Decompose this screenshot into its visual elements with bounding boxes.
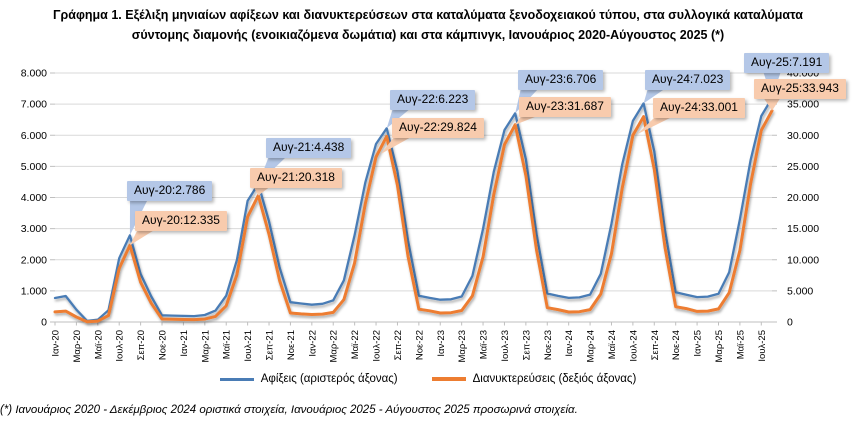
x-axis-label: Νοε-24 [671,330,682,360]
callout-overnights-aug-20: Αυγ-20:12.335 [135,211,227,231]
x-axis-label: Μαϊ-24 [607,330,618,359]
chart-title-line2: σύντομης διαμονής (ενοικιαζόμενα δωμάτια… [131,28,725,42]
x-axis-label: Μαρ-22 [329,330,340,363]
callout-label: Αυγ-25:33.943 [761,81,839,95]
right-axis-label: 10.000 [787,254,819,266]
right-axis-label: 0 [787,317,793,329]
x-axis-label: Ιουλ-22 [372,330,383,362]
callout-tail [253,186,271,196]
callout-tail [643,88,666,104]
x-axis-label: Νοε-22 [414,330,425,360]
callout-tail [380,136,413,154]
legend-item-arrivals: Αφίξεις (αριστερός άξονας) [219,373,398,385]
right-axis-label: 5.000 [787,285,813,297]
callout-label: Αυγ-22:6.223 [397,92,469,106]
x-axis-label: Μαϊ-20 [93,330,104,359]
left-axis-label: 3.000 [21,223,47,235]
x-axis-label: Μαϊ-23 [479,330,490,359]
x-axis-label: Ιαν-24 [564,330,575,357]
callout-tail [515,115,540,125]
left-axis-label: 2.000 [21,254,47,266]
legend: Αφίξεις (αριστερός άξονας) Διανυκτερεύσε… [0,373,856,385]
left-axis-label: 0 [41,317,47,329]
chart-title-line1: Γράφημα 1. Εξέλιξη μηνιαίων αφίξεων και … [53,8,803,22]
callout-arrivals-aug-25: Αυγ-25:7.191 [744,53,830,73]
left-axis-label: 5.000 [21,161,47,173]
x-axis-label: Μαϊ-21 [222,330,233,359]
callout-arrivals-aug-21: Αυγ-21:4.438 [266,138,352,158]
callout-label: Αυγ-23:6.706 [525,72,597,86]
x-axis-label: Μαϊ-22 [350,330,361,359]
callout-overnights-aug-22: Αυγ-22:29.824 [392,118,484,138]
callout-overnights-aug-25: Αυγ-25:33.943 [754,79,846,99]
legend-item-overnights: Διανυκτερεύσεις (δεξιός άξονας) [431,373,637,385]
x-axis-label: Ιουλ-23 [500,330,511,362]
left-axis-label: 6.000 [21,130,47,142]
x-axis-label: Νοε-23 [543,330,554,360]
x-axis-label: Ιαν-22 [307,330,318,357]
callout-overnights-aug-23: Αυγ-23:31.687 [519,97,611,117]
callout-overnights-aug-24: Αυγ-24:33.001 [653,98,745,118]
callout-label: Αυγ-21:20.318 [257,170,335,184]
legend-label-overnights: Διανυκτερεύσεις (δεξιός άξονας) [472,373,637,385]
x-axis-label: Μαρ-20 [72,330,83,363]
callout-arrivals-aug-23: Αυγ-23:6.706 [518,70,604,90]
left-axis-label: 1.000 [21,285,47,297]
callout-label: Αυγ-22:29.824 [399,120,477,134]
chart-title: Γράφημα 1. Εξέλιξη μηνιαίων αφίξεων και … [0,5,856,45]
x-axis-label: Νοε-21 [286,330,297,360]
left-axis-label: 8.000 [21,68,47,80]
callout-arrivals-aug-24: Αυγ-24:7.023 [645,70,731,90]
right-axis-label: 20.000 [787,192,819,204]
right-axis-label: 30.000 [787,130,819,142]
x-axis-label: Μαϊ-25 [735,330,746,359]
legend-line-arrivals-icon [219,377,254,381]
overnights-line [53,109,774,324]
arrivals-line [53,97,774,323]
callout-label: Αυγ-20:2.786 [134,183,206,197]
callout-arrivals-aug-20: Αυγ-20:2.786 [127,181,213,201]
x-axis-label: Σεπ-22 [393,330,404,360]
x-axis-label: Μαρ-21 [200,330,211,363]
callout-label: Αυγ-24:7.023 [652,72,724,86]
x-axis-label: Μαρ-23 [457,330,468,363]
left-axis-label: 4.000 [21,192,47,204]
callout-label: Αυγ-23:31.687 [526,99,604,113]
x-axis-label: Σεπ-24 [650,330,661,360]
callout-tail [637,116,674,134]
callout-arrivals-aug-22: Αυγ-22:6.223 [390,90,476,110]
callout-label: Αυγ-21:4.438 [273,140,345,154]
x-axis-label: Ιουλ-25 [757,330,768,362]
right-axis-label: 35.000 [787,99,819,111]
right-axis-label: 25.000 [787,161,819,173]
x-axis-label: Ιαν-21 [179,330,190,357]
x-axis-label: Σεπ-20 [136,330,147,360]
x-axis-label: Νοε-20 [158,330,169,360]
callout-overnights-aug-21: Αυγ-21:20.318 [250,168,342,188]
footnote: (*) Ιανουάριος 2020 - Δεκέμβριος 2024 ορ… [0,404,578,416]
x-axis-label: Σεπ-23 [521,330,532,360]
x-axis-label: Ιουλ-20 [115,330,126,362]
x-axis-label: Ιαν-20 [51,330,62,357]
right-axis-label: 15.000 [787,223,819,235]
x-axis-label: Μαρ-25 [714,330,725,363]
x-axis-label: Ιουλ-21 [243,330,254,362]
x-axis-label: Μαρ-24 [586,330,597,363]
left-axis-label: 7.000 [21,99,47,111]
x-axis-label: Ιουλ-24 [628,330,639,362]
callout-tail [129,229,156,246]
x-axis-label: Ιαν-23 [436,330,447,357]
callout-label: Αυγ-24:33.001 [660,100,738,114]
x-axis-label: Ιαν-25 [693,330,704,357]
x-axis-label: Σεπ-21 [265,330,276,360]
legend-line-overnights-icon [431,377,466,381]
legend-label-arrivals: Αφίξεις (αριστερός άξονας) [260,373,398,385]
callout-tail [763,97,781,111]
callout-label: Αυγ-25:7.191 [751,55,823,69]
callout-label: Αυγ-20:12.335 [142,213,220,227]
